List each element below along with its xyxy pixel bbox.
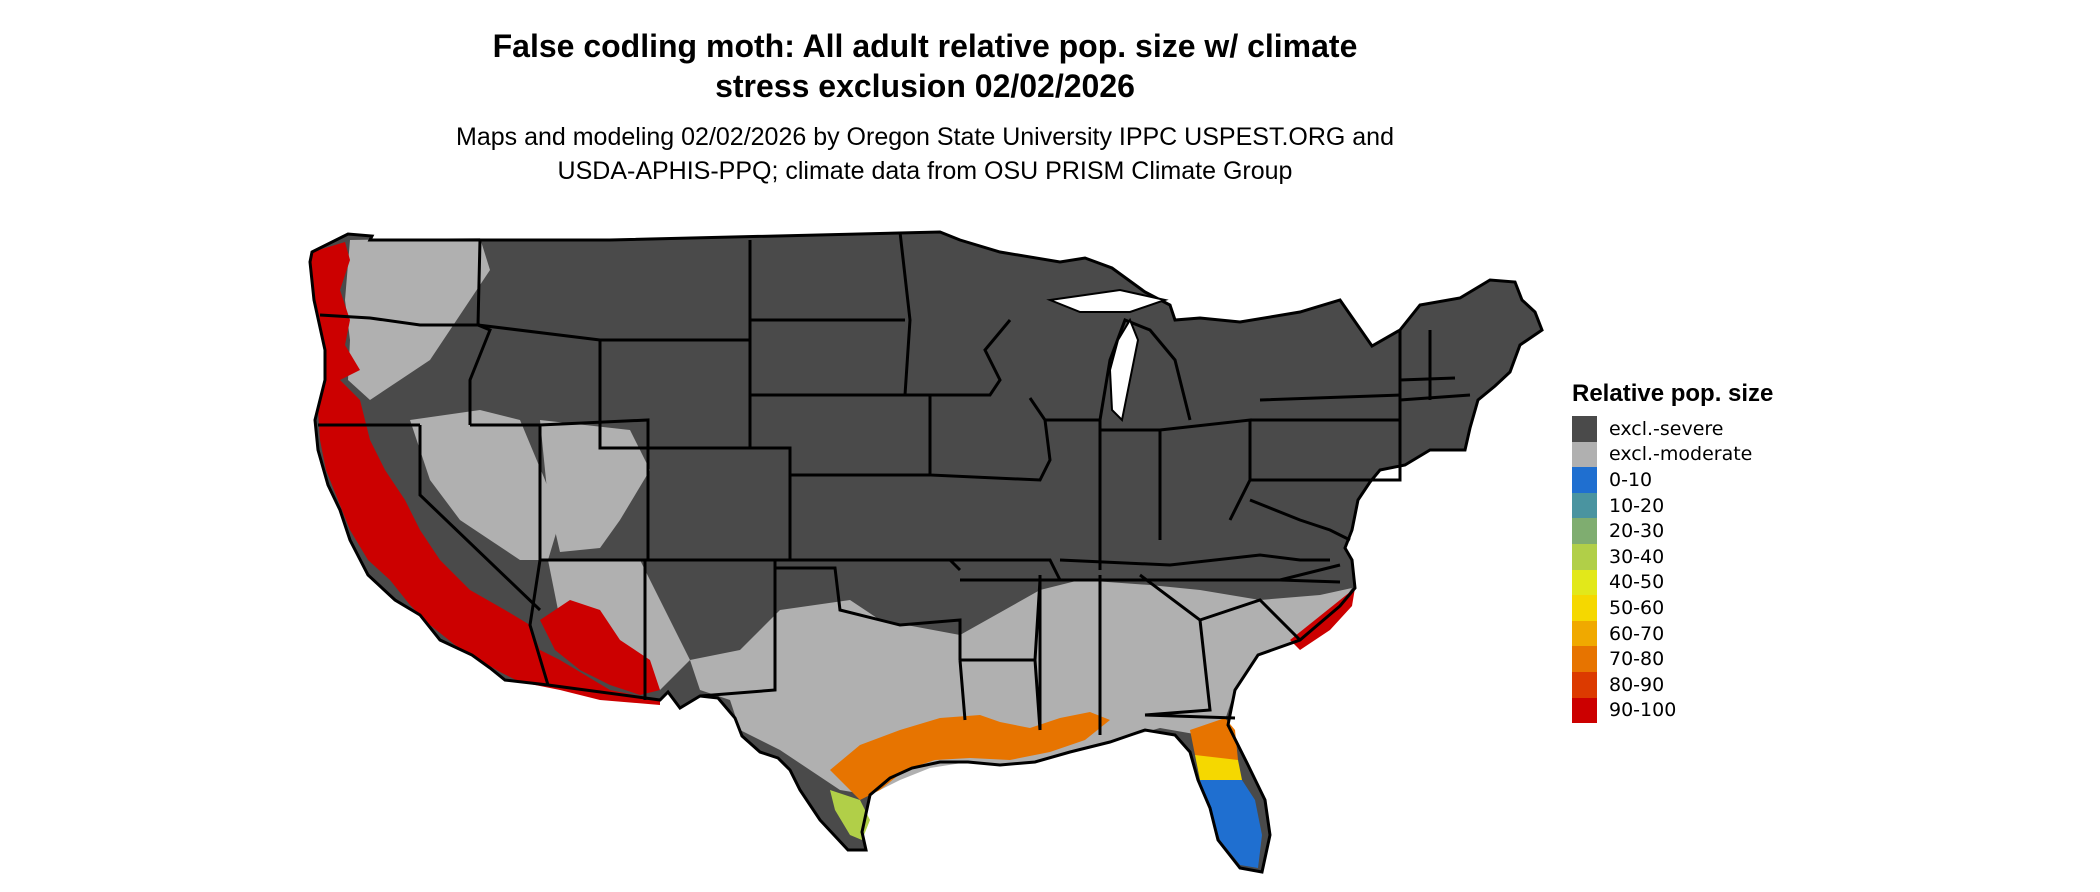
legend-item: 40-50 [1572, 569, 1773, 596]
legend-swatch [1572, 697, 1597, 724]
southwest-moderate [548, 560, 690, 690]
legend-label: 90-100 [1609, 699, 1677, 722]
legend-swatch [1572, 543, 1597, 570]
us-border-outline [308, 230, 1544, 874]
legend-swatch [1572, 467, 1597, 493]
title-block: False codling moth: All adult relative p… [310, 26, 1540, 188]
legend-label: 80-90 [1609, 673, 1665, 696]
legend-label: 20-30 [1609, 520, 1665, 543]
map-subtitle-line-2: USDA-APHIS-PPQ; climate data from OSU PR… [557, 157, 1293, 185]
legend-label: 30-40 [1609, 545, 1665, 568]
border-nv-ca [418, 425, 542, 612]
legend-items: excl.-severe excl.-moderate 0-10 10-20 20-30… [1572, 416, 1773, 724]
legend-swatch [1572, 518, 1597, 544]
border-mn [898, 231, 1012, 397]
legend-swatch [1572, 595, 1597, 621]
legend-label: 0-10 [1609, 468, 1653, 491]
border-sc-ga-fl [1144, 598, 1302, 720]
border-id [468, 239, 492, 425]
border-nm-tx [645, 558, 777, 698]
border-mi [1098, 318, 1192, 421]
border-or-wa [319, 313, 480, 327]
map-subtitle-line-1: Maps and modeling 02/02/2026 by Oregon S… [456, 123, 1394, 151]
state-borders [308, 230, 1544, 874]
legend-item: 50-60 [1572, 595, 1773, 621]
legend-swatch [1572, 671, 1597, 698]
border-ms-al-ga [1038, 573, 1212, 735]
legend-swatch [1572, 646, 1597, 672]
florida-south [1200, 780, 1262, 868]
legend-label: 50-60 [1609, 596, 1665, 619]
map-title-line-2: stress exclusion 02/02/2026 [715, 68, 1135, 104]
legend-label: 40-50 [1609, 571, 1665, 594]
texas-southeast-moderate [690, 580, 1352, 795]
legend-swatch [1572, 416, 1597, 442]
excl-moderate-regions [345, 238, 1352, 795]
map-title-line-1: False codling moth: All adult relative p… [492, 28, 1358, 64]
legend-item: 0-10 [1572, 467, 1773, 493]
utah-moderate [540, 420, 650, 552]
legend-item: 70-80 [1572, 646, 1773, 672]
florida-north-high [1190, 718, 1238, 765]
legend-title: Relative pop. size [1572, 380, 1774, 407]
legend-label: 70-80 [1609, 648, 1665, 671]
legend-swatch [1572, 569, 1597, 596]
border-new-england [1398, 330, 1471, 420]
lake-superior [1046, 288, 1169, 313]
legend-item: 20-30 [1572, 518, 1773, 544]
legend-label: excl.-moderate [1609, 443, 1753, 466]
desert-southwest-high [540, 600, 660, 695]
legend-label: 60-70 [1609, 622, 1665, 645]
border-az-ca [528, 559, 550, 686]
legend-item: 30-40 [1572, 543, 1773, 570]
legend-item: 60-70 [1572, 620, 1773, 647]
border-ia-mo [928, 395, 1062, 581]
legend: Relative pop. size excl.-severe excl.-mod… [1572, 380, 1774, 724]
great-basin-moderate [410, 410, 560, 560]
legend-swatch [1572, 620, 1597, 647]
great-lakes [1046, 288, 1169, 423]
legend-label: 10-20 [1609, 494, 1665, 517]
legend-item: 10-20 [1572, 492, 1773, 519]
border-nd-sd-ne-ks [748, 240, 962, 572]
border-ok-tx [775, 566, 962, 660]
border-va-nc [1249, 498, 1351, 584]
legend-item: excl.-severe [1572, 416, 1773, 442]
border-ut-co [470, 418, 650, 562]
northwest-moderate [345, 238, 490, 400]
legend-swatch [1572, 492, 1597, 519]
legend-item: 80-90 [1572, 671, 1773, 698]
legend-swatch [1572, 441, 1597, 468]
gulf-coast-high [830, 712, 1110, 800]
legend-item: 90-100 [1572, 697, 1773, 724]
lake-michigan [1108, 317, 1140, 423]
us-outline [310, 232, 1542, 872]
south-texas-mid [830, 790, 870, 840]
pacific-coast-high [310, 242, 660, 705]
legend-item: excl.-moderate [1572, 441, 1773, 468]
legend-label: excl.-severe [1609, 417, 1724, 440]
